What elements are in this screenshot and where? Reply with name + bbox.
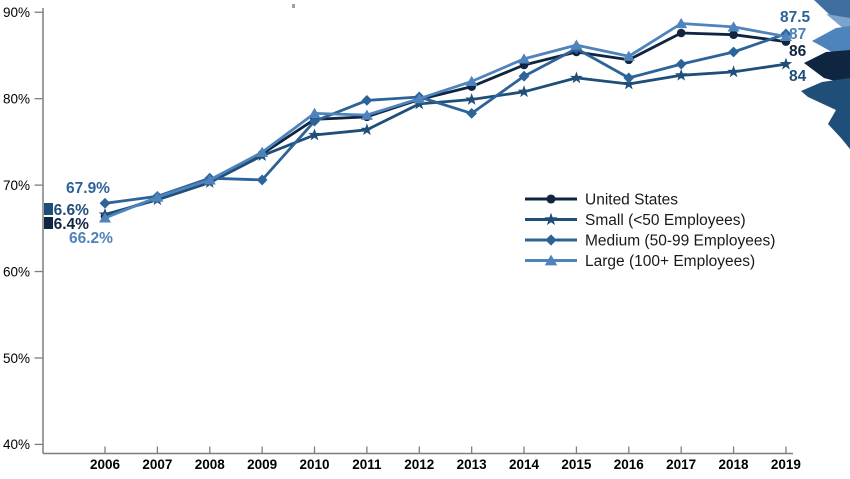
triangle-marker-large-100-employees [99, 212, 111, 223]
series-line-medium-50-99-employees [104, 32, 787, 205]
speck-artifact [292, 4, 295, 8]
end-value-label: 87 [789, 26, 806, 43]
triangle-marker-large-100-employees [360, 109, 373, 120]
corner-giant-marker-artifact [801, 0, 850, 149]
star-marker-small-50-employees [622, 77, 636, 90]
triangle-marker-large-100-employees [308, 107, 321, 118]
triangle-marker-large-100-employees [518, 53, 531, 64]
triangle-marker-large-100-employees [779, 30, 792, 42]
clipped-marker-artifact [44, 203, 53, 215]
legend-item-medium-50-99-employees: Medium (50-99 Employees) [525, 233, 775, 250]
series-line-large-100-employees [104, 22, 787, 220]
triangle-marker-large-100-employees [203, 174, 216, 185]
y-tick-label: 60% [3, 264, 30, 279]
end-value-label: 86 [789, 43, 807, 60]
circle-marker-united-states [729, 30, 738, 40]
start-value-label: 66.2% [69, 230, 113, 247]
legend-item-large-100-employees: Large (100+ Employees) [525, 253, 755, 270]
diamond-marker-medium-50-99-employees [309, 115, 320, 127]
clipped-marker-artifact [44, 217, 53, 229]
legend-diamond-icon [545, 234, 557, 246]
star-marker-small-50-employees [674, 68, 688, 81]
triangle-marker-large-100-employees [622, 50, 635, 61]
legend: United States Small (<50 Employees) Medium… [525, 192, 775, 270]
legend-circle-icon [546, 194, 556, 204]
y-tick-label: 50% [3, 351, 30, 366]
x-tick-label: 2011 [352, 457, 382, 472]
triangle-marker-large-100-employees [675, 17, 688, 29]
x-tick-label: 2008 [195, 457, 226, 472]
end-value-label: 84 [789, 68, 807, 85]
start-value-label: 66.6% [45, 202, 89, 219]
star-marker-small-50-employees [727, 65, 740, 78]
corner-shape [801, 78, 850, 149]
x-tick-label: 2012 [404, 457, 434, 472]
diamond-marker-medium-50-99-employees [99, 197, 111, 209]
start-value-label: 66.4% [45, 216, 89, 233]
star-marker-small-50-employees [308, 128, 321, 141]
x-tick-label: 2010 [299, 457, 329, 472]
legend-item-united-states: United States [525, 192, 678, 209]
star-marker-small-50-employees [517, 85, 531, 98]
x-tick-label: 2006 [90, 457, 121, 472]
y-tick-label: 40% [3, 437, 30, 452]
diamond-marker-medium-50-99-employees [728, 46, 739, 58]
legend-label: Large (100+ Employees) [585, 253, 755, 270]
end-value-label: 87.5 [780, 9, 811, 26]
triangle-marker-large-100-employees [151, 191, 164, 202]
legend-label: Small (<50 Employees) [585, 212, 746, 229]
legend-label: United States [585, 192, 678, 209]
triangle-marker-large-100-employees [413, 93, 426, 104]
series-large-100-employees [99, 17, 792, 223]
legend-label: Medium (50-99 Employees) [585, 233, 775, 250]
star-marker-small-50-employees [465, 92, 478, 105]
legend-triangle-icon [544, 254, 558, 266]
y-tick-label: 70% [3, 178, 30, 193]
series-line-small-50-employees [104, 62, 787, 216]
diamond-marker-medium-50-99-employees [361, 95, 373, 106]
triangle-marker-large-100-employees [570, 39, 583, 50]
diamond-marker-medium-50-99-employees [256, 174, 268, 186]
x-tick-label: 2019 [771, 457, 801, 472]
legend-item-small-50-employees: Small (<50 Employees) [525, 212, 746, 229]
star-marker-small-50-employees [779, 57, 793, 70]
series-small-50-employees [98, 57, 793, 220]
diamond-marker-medium-50-99-employees [623, 72, 635, 84]
triangle-marker-large-100-employees [465, 75, 478, 86]
x-tick-label: 2017 [666, 457, 696, 472]
circle-marker-united-states [676, 28, 686, 38]
series-united-states [100, 28, 791, 221]
series-line-united-states [104, 31, 787, 218]
y-tick-label: 90% [3, 5, 30, 20]
star-marker-small-50-employees [570, 71, 583, 84]
diamond-marker-medium-50-99-employees [518, 70, 530, 82]
x-tick-label: 2018 [719, 457, 750, 472]
x-tick-label: 2016 [614, 457, 645, 472]
x-tick-label: 2013 [457, 457, 488, 472]
legend-star-icon [544, 212, 558, 226]
x-tick-label: 2009 [247, 457, 277, 472]
corner-shape [812, 26, 850, 56]
x-tick-label: 2014 [509, 457, 540, 472]
y-tick-label: 80% [3, 91, 30, 106]
x-tick-label: 2015 [561, 457, 592, 472]
triangle-marker-large-100-employees [256, 146, 269, 157]
diamond-marker-medium-50-99-employees [675, 58, 687, 70]
corner-shape [804, 50, 850, 85]
x-tick-label: 2007 [142, 457, 172, 472]
triangle-marker-large-100-employees [727, 21, 740, 32]
start-value-label: 67.9% [66, 180, 110, 197]
star-marker-small-50-employees [360, 123, 374, 136]
diamond-marker-medium-50-99-employees [466, 107, 478, 119]
